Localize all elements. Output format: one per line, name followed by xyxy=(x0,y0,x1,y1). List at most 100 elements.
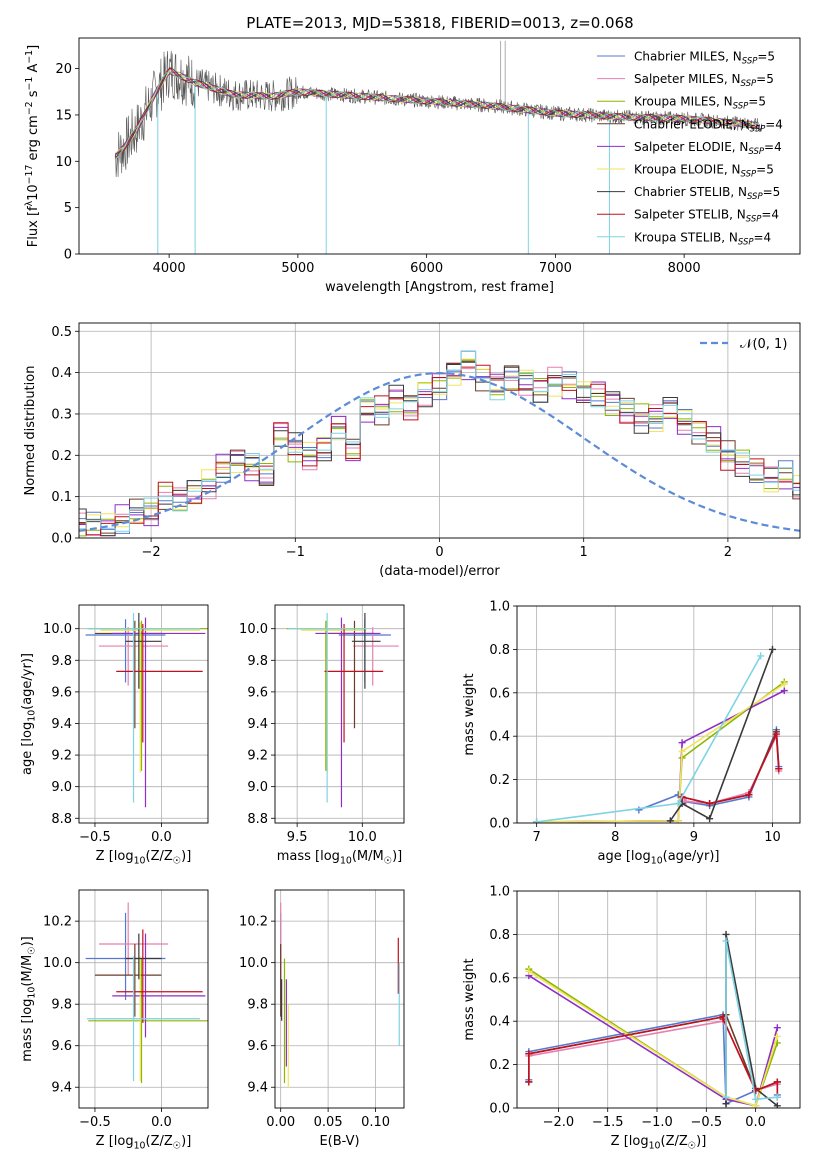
weight-marker xyxy=(752,1102,760,1108)
panel-mass-weight-vs-Z: −2.0 −1.5 −1.0 −0.5 0.0 0.0 0.2 0.4 0.6 0.8 1.0 Z [… xyxy=(462,885,801,1152)
plot-area-residuals xyxy=(79,323,800,538)
panel-age-vs-mass: 9.5 10.0 8.8 9.0 9.2 9.4 9.6 9.8 10.0 mass [log10… xyxy=(239,604,405,867)
x-tick-label: −0.5 xyxy=(79,1115,111,1130)
y-tick-label: 0 xyxy=(64,248,72,263)
legend-nssp: =5 xyxy=(757,50,775,64)
y-tick-label: 9.8 xyxy=(51,998,72,1013)
panel-residuals: −2 −1 0 1 2 0.0 0.1 0.2 0.3 0.4 0.5 (data-model)/er… xyxy=(23,322,801,579)
legend-nssp: =5 xyxy=(756,72,774,86)
legend-sub: SSP xyxy=(747,192,763,202)
legend-nssp: =4 xyxy=(754,230,772,244)
x-tick-label: 6000 xyxy=(410,261,443,276)
x-axis-label: age [log10(age/yr)] xyxy=(598,849,720,867)
y-tick-label: 15 xyxy=(55,108,72,123)
legend-label: Chabrier ELODIE, NSSP=4 xyxy=(634,117,783,134)
histogram-8 xyxy=(79,350,800,532)
weight-marker xyxy=(757,652,765,660)
weight-line xyxy=(725,940,778,1101)
weight-marker xyxy=(773,1102,781,1108)
weight-marker xyxy=(678,739,686,747)
y-axis-label-part: −1 xyxy=(24,77,35,91)
legend-sub: SSP xyxy=(748,147,764,157)
x-axis-label-part: ☉ xyxy=(384,856,392,867)
x-axis-label-part: 10 xyxy=(134,1141,146,1152)
weight-marker xyxy=(706,815,714,823)
x-axis-label-part: )] xyxy=(181,1134,191,1149)
plot-area-mass-vs-ebv xyxy=(275,890,404,1108)
x-tick-label: 10 xyxy=(764,830,781,845)
y-axis-label-part: A xyxy=(26,64,41,77)
normal-curve xyxy=(79,371,800,532)
y-axis-label: Normed distribution xyxy=(23,366,38,496)
x-axis-label-part: (Z/Z xyxy=(146,849,173,864)
y-axis-label-part: ☉ xyxy=(27,946,38,954)
weight-marker xyxy=(780,687,788,695)
y-tick-label: 0.0 xyxy=(489,817,510,832)
weight-marker xyxy=(678,747,686,755)
figure-title: PLATE=2013, MJD=53818, FIBERID=0013, z=0… xyxy=(246,14,633,32)
y-tick-label: 9.0 xyxy=(51,780,72,795)
histogram-6 xyxy=(79,361,800,537)
legend-nssp: =5 xyxy=(748,95,766,109)
y-tick-label: 10.0 xyxy=(239,622,268,637)
y-tick-label: 0.0 xyxy=(51,532,72,547)
y-axis-label-part: Flux [f xyxy=(26,206,41,247)
y-axis-label-part: (M/M xyxy=(20,955,35,987)
y-tick-label: 0.4 xyxy=(51,366,72,381)
x-tick-label: 2 xyxy=(724,545,732,560)
legend-sub: SSP xyxy=(742,57,758,67)
y-tick-label: 9.8 xyxy=(247,998,268,1013)
x-axis-label-part: 10 xyxy=(649,1141,661,1152)
y-tick-label: 5 xyxy=(64,201,72,216)
weight-marker xyxy=(533,818,541,823)
x-tick-label: −0.5 xyxy=(79,830,111,845)
y-tick-label: 0.4 xyxy=(489,1015,510,1030)
x-axis-label-part: )] xyxy=(181,849,191,864)
legend-nssp: =4 xyxy=(761,208,779,222)
weight-marker xyxy=(525,1078,533,1086)
x-axis-label: Z [log10(Z/Z☉)] xyxy=(96,1134,192,1152)
panel-mass-vs-Z: −0.5 0.09.49.69.810.010.2Z [log10(Z/Z☉)]m… xyxy=(20,889,209,1152)
x-axis-label: wavelength [Angstrom, rest frame] xyxy=(325,280,554,295)
y-tick-label: 9.8 xyxy=(51,654,72,669)
spectrum-legend: Chabrier MILES, NSSP=5 Salpeter MILES, NS… xyxy=(597,50,783,247)
legend-label: Chabrier STELIB, NSSP=5 xyxy=(634,185,780,202)
weight-line xyxy=(528,1013,779,1105)
weight-line xyxy=(638,729,780,811)
y-tick-label: 9.6 xyxy=(51,1039,72,1054)
y-tick-label: 0.2 xyxy=(489,773,510,788)
legend-sub: SSP xyxy=(741,79,757,89)
weight-line xyxy=(681,733,780,805)
x-tick-label: 0.10 xyxy=(361,1115,390,1130)
x-tick-label: 7000 xyxy=(539,261,572,276)
model-line-7 xyxy=(114,67,760,158)
legend-label: Salpeter ELODIE, NSSP=4 xyxy=(634,140,782,157)
x-axis-label-part: mass [log xyxy=(277,849,340,864)
y-tick-label: 0.8 xyxy=(489,928,510,943)
histogram-3 xyxy=(79,360,800,534)
x-axis-label-part: (M/M xyxy=(352,849,384,864)
weight-marker xyxy=(773,1078,781,1086)
x-tick-label: 1 xyxy=(580,545,588,560)
weight-marker xyxy=(666,817,674,823)
weight-line xyxy=(536,683,785,823)
weight-marker xyxy=(752,1095,760,1103)
model-line-6 xyxy=(114,67,759,155)
axes-frame xyxy=(78,322,801,539)
legend-sub: SSP xyxy=(733,102,749,112)
y-axis-label-part: 10 xyxy=(27,987,38,999)
legend-label: Kroupa ELODIE, NSSP=5 xyxy=(634,163,774,180)
panel-age-vs-Z: −0.5 0.08.89.09.29.49.69.810.0Z [log10(Z/… xyxy=(20,604,209,867)
model-line-4 xyxy=(114,71,760,157)
y-tick-label: 10.0 xyxy=(239,956,268,971)
y-tick-label: 0.2 xyxy=(51,449,72,464)
weight-marker xyxy=(674,799,682,807)
x-tick-label: 0.00 xyxy=(266,1115,295,1130)
y-tick-label: 10 xyxy=(55,155,72,170)
y-tick-label: 0.4 xyxy=(489,730,510,745)
axes-frame xyxy=(274,889,405,1109)
x-tick-label: 7 xyxy=(533,830,541,845)
y-axis-label-part: s xyxy=(26,90,41,101)
x-tick-label: 5000 xyxy=(281,261,314,276)
